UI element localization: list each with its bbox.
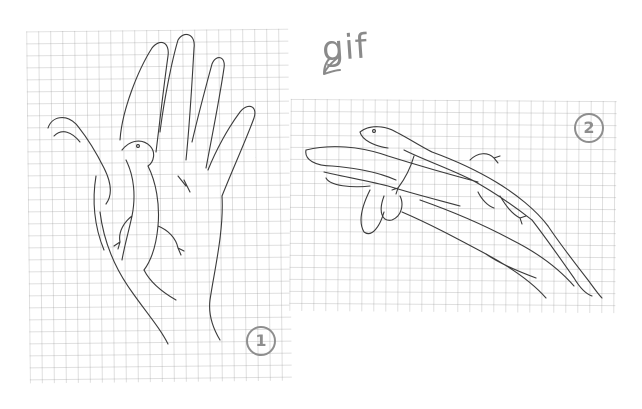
sketch-number-1: 1 [246, 326, 276, 356]
gif-label: gif [321, 26, 370, 69]
sketch-number-2: 2 [574, 113, 604, 143]
hand-with-lizard-sketch [48, 34, 255, 344]
outstretched-hand-with-lizard-sketch [306, 127, 602, 298]
